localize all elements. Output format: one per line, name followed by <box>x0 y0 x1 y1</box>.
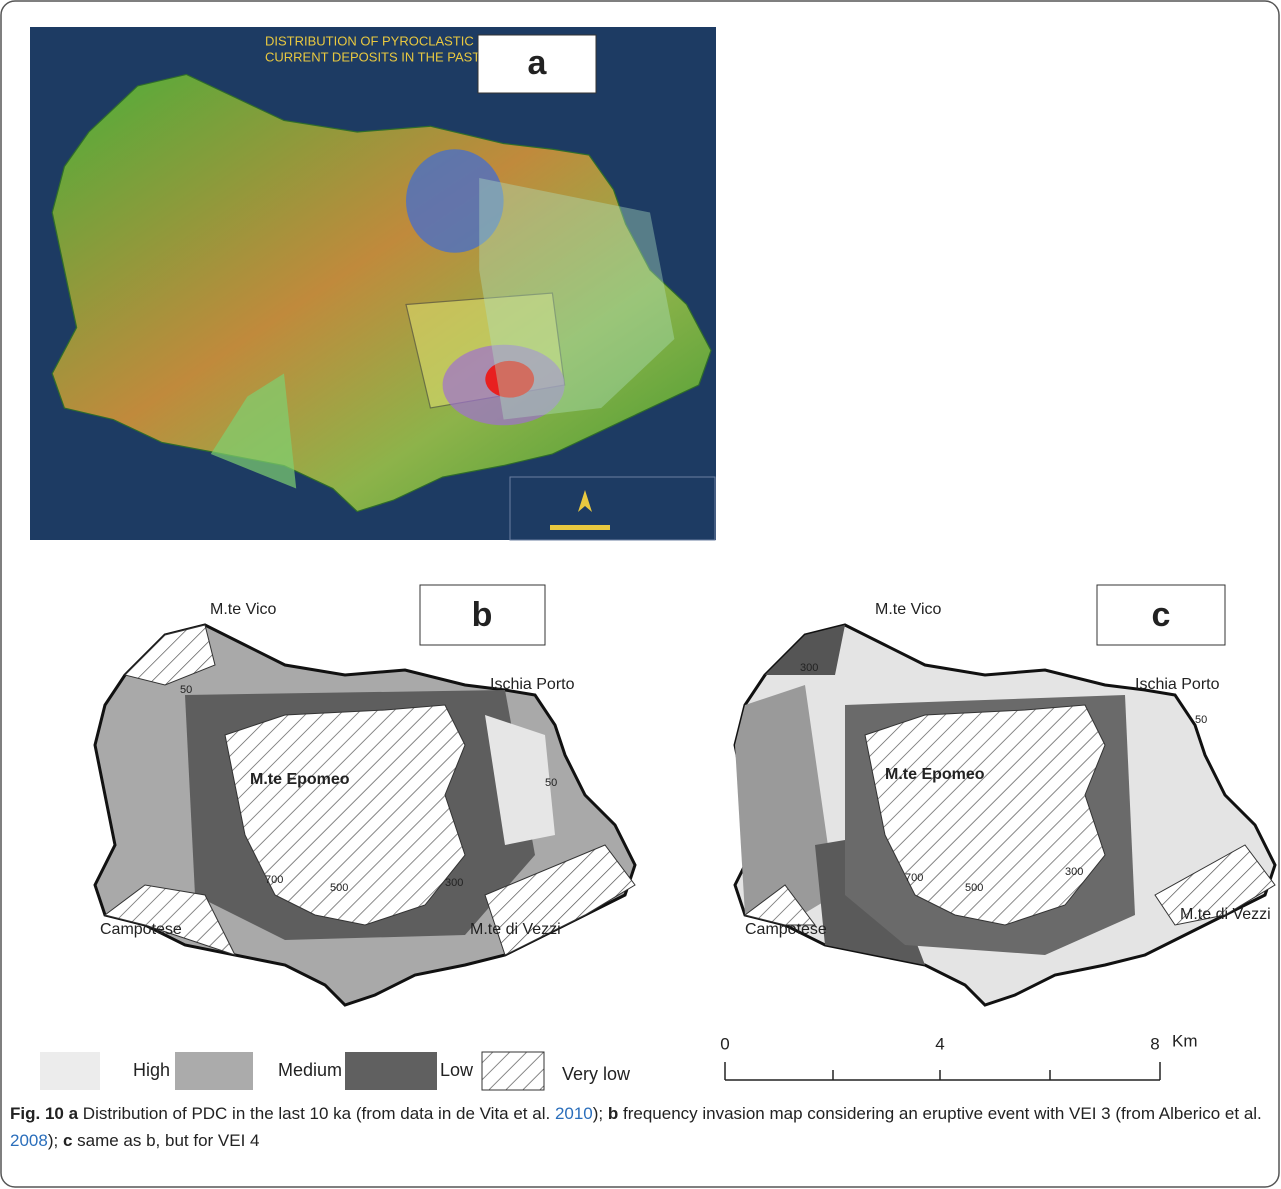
contour-label: 50 <box>180 684 192 696</box>
panel-c: c M.te Vico Ischia Porto M.te Epomeo Cam… <box>735 585 1275 1005</box>
panel-label: a <box>528 44 548 82</box>
contour-label: 50 <box>545 777 557 789</box>
citation-link[interactable]: 2010 <box>555 1104 593 1123</box>
contour-label: 300 <box>445 877 463 889</box>
contour-label: 700 <box>905 872 923 884</box>
scale-label: 4 <box>935 1034 944 1053</box>
map-title: DISTRIBUTION OF PYROCLASTIC <box>265 33 474 48</box>
scale-bar <box>725 1062 1160 1080</box>
caption-text: Distribution of PDC in the last 10 ka (f… <box>78 1104 555 1123</box>
contour-label: 300 <box>800 662 818 674</box>
page: DISTRIBUTION OF PYROCLASTIC CURRENT DEPO… <box>0 0 1281 1189</box>
place-label: Ischia Porto <box>490 676 575 693</box>
legend-swatch <box>345 1052 437 1090</box>
place-label: Ischia Porto <box>1135 676 1220 693</box>
legend-label: High <box>133 1060 170 1080</box>
caption-text: ); <box>48 1131 63 1150</box>
caption-text: frequency invasion map considering an er… <box>618 1104 1262 1123</box>
place-label: Campotese <box>100 921 182 938</box>
panel-a: DISTRIBUTION OF PYROCLASTIC CURRENT DEPO… <box>30 27 716 540</box>
panel-label: b <box>472 596 493 634</box>
contour-label: 500 <box>965 882 983 894</box>
caption-text: ); <box>593 1104 608 1123</box>
scale-label: 0 <box>720 1034 729 1053</box>
caption-text: c <box>63 1131 72 1150</box>
contour-label: 700 <box>265 874 283 886</box>
legend-swatch <box>482 1052 544 1090</box>
legend: High Medium Low Very low <box>40 1052 631 1090</box>
contour-label: 300 <box>1065 866 1083 878</box>
caption-text: a <box>69 1104 78 1123</box>
scale-label: 8 <box>1150 1034 1159 1053</box>
citation-link[interactable]: 2008 <box>10 1131 48 1150</box>
panel-label: c <box>1152 596 1171 634</box>
contour-label: 500 <box>330 882 348 894</box>
place-label: M.te di Vezzi <box>1180 906 1271 923</box>
legend-swatch <box>40 1052 100 1090</box>
place-label: M.te Epomeo <box>885 766 985 783</box>
place-label: M.te di Vezzi <box>470 921 561 938</box>
caption-text: Fig. 10 <box>10 1104 64 1123</box>
place-label: M.te Vico <box>875 601 942 618</box>
map-scale <box>550 525 610 530</box>
place-label: M.te Epomeo <box>250 771 350 788</box>
place-label: M.te Vico <box>210 601 277 618</box>
place-label: Campotese <box>745 921 827 938</box>
caption-text: same as b, but for VEI 4 <box>72 1131 259 1150</box>
figure-caption: Fig. 10 a Distribution of PDC in the las… <box>10 1100 1270 1154</box>
legend-label: Medium <box>278 1060 342 1080</box>
legend-swatch <box>175 1052 253 1090</box>
legend-label: Very low <box>562 1064 631 1084</box>
panel-b: b M.te Vico Ischia Porto M.te Epomeo Cam… <box>95 585 635 1005</box>
figure: DISTRIBUTION OF PYROCLASTIC CURRENT DEPO… <box>0 0 1281 1189</box>
legend-label: Low <box>440 1060 474 1080</box>
scale-unit: Km <box>1172 1031 1198 1050</box>
contour-label: 50 <box>1195 714 1207 726</box>
caption-text: b <box>608 1104 618 1123</box>
